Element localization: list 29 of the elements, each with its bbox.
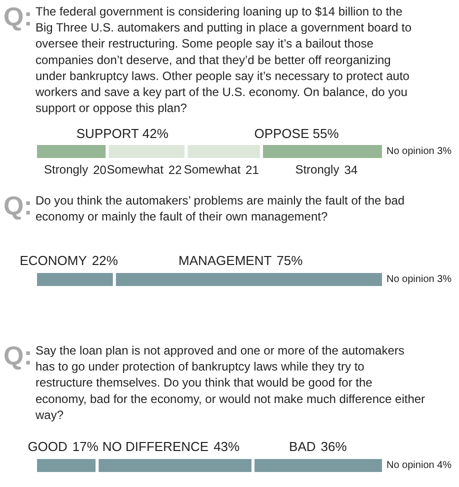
series-label: MANAGEMENT: [178, 253, 272, 268]
text: SUPPORT 42%: [76, 126, 169, 141]
series-label: Somewhat: [106, 162, 164, 176]
text: Q:: [4, 2, 32, 32]
text: OPPOSE 55%: [254, 126, 340, 141]
series-label: GOOD: [28, 439, 68, 454]
series-label: ECONOMY: [20, 253, 88, 268]
series-label: NO DIFFERENCE: [102, 439, 209, 454]
data-label: 36%: [320, 439, 348, 454]
text: No opinion 3%: [386, 274, 452, 285]
text: Q:: [4, 190, 32, 220]
chart-title: Do you think the automakers’ problems are mainly the fault of the bad economy or mainly the fault of their own management?: [36, 194, 405, 224]
data-label: 21: [246, 163, 260, 177]
chart-title: The federal government is considering loaning up to $14 billion to the Big Three U.S. automakers and putting in place a government board to oversee their restructuring. Some people say it’s a bailout those companies don’t deserve, and that they’d be better off reorganizing under bankruptcy laws. Other people say it’s necessary to protect auto workers and save a key part of the U.S. economy. On balance, do you support or oppose this plan?: [34, 4, 412, 116]
data-label: 20: [93, 163, 107, 177]
series-label: BAD: [289, 439, 316, 454]
data-label: 17%: [72, 439, 99, 454]
data-label: 34: [344, 163, 358, 177]
data-label: 22: [168, 163, 182, 177]
series-label: Somewhat: [184, 162, 242, 176]
chart-title: Say the loan plan is not approved and one or more of the automakers has to go under protection of bankruptcy laws while they try to restructure themselves. Do you think that would be good for the economy, bad for the economy, or would not make much difference either way?: [34, 344, 426, 422]
text: Q:: [4, 340, 32, 370]
text: No opinion 3%: [386, 146, 452, 157]
data-label: 22%: [92, 253, 118, 268]
series-label: Strongly: [295, 162, 340, 176]
data-label: 43%: [214, 439, 240, 454]
text: No opinion 4%: [386, 460, 452, 471]
series-label: Strongly: [44, 162, 88, 176]
data-label: 75%: [276, 253, 304, 268]
